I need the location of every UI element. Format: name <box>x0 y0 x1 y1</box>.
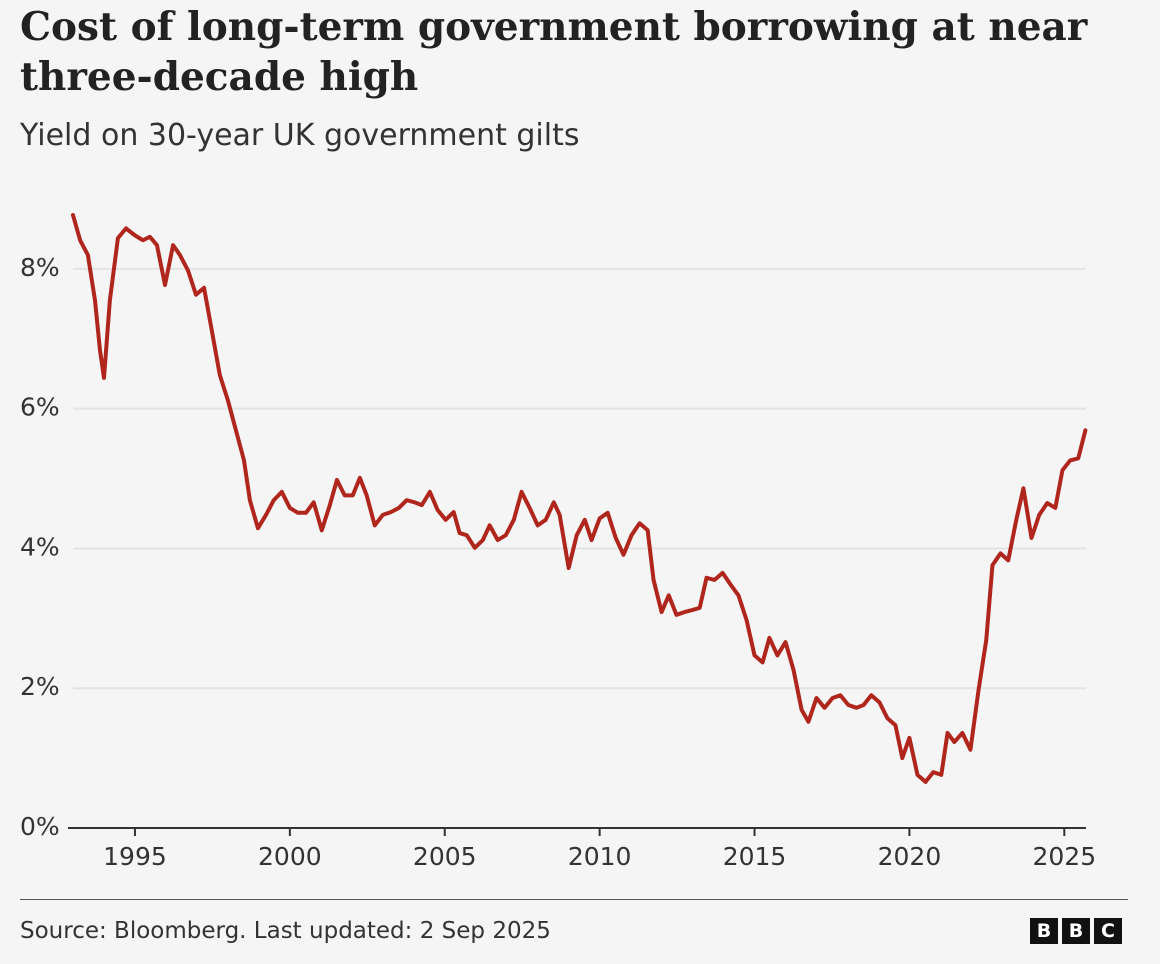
chart-title: Cost of long-term government borrowing a… <box>20 4 1088 100</box>
chart: 0% 2% 4% 6% 8% 1995 2000 2005 2010 2015 2020 2025 <box>20 213 1097 871</box>
y-tick-label: 2% <box>20 672 60 701</box>
logo-letter: B <box>1030 918 1058 944</box>
x-tick-label: 2005 <box>413 842 477 871</box>
footer-rule <box>20 899 1128 900</box>
logo: B B C <box>1030 918 1122 944</box>
x-tick-label: 2025 <box>1033 842 1097 871</box>
logo-letter: B <box>1062 918 1090 944</box>
data-line <box>71 213 1088 784</box>
y-tick-label: 4% <box>20 532 60 561</box>
y-tick-label: 6% <box>20 393 60 422</box>
x-tick-label: 2015 <box>723 842 787 871</box>
x-tick-label: 2010 <box>568 842 632 871</box>
y-tick-label: 8% <box>20 253 60 282</box>
source-note: Source: Bloomberg. Last updated: 2 Sep 2… <box>20 918 551 944</box>
x-tick-label: 2020 <box>878 842 942 871</box>
y-tick-label: 0% <box>20 812 60 841</box>
x-tick-label: 1995 <box>103 842 167 871</box>
logo-letter: C <box>1094 918 1122 944</box>
chart-subtitle: Yield on 30-year UK government gilts <box>20 118 580 153</box>
x-tick-label: 2000 <box>258 842 322 871</box>
